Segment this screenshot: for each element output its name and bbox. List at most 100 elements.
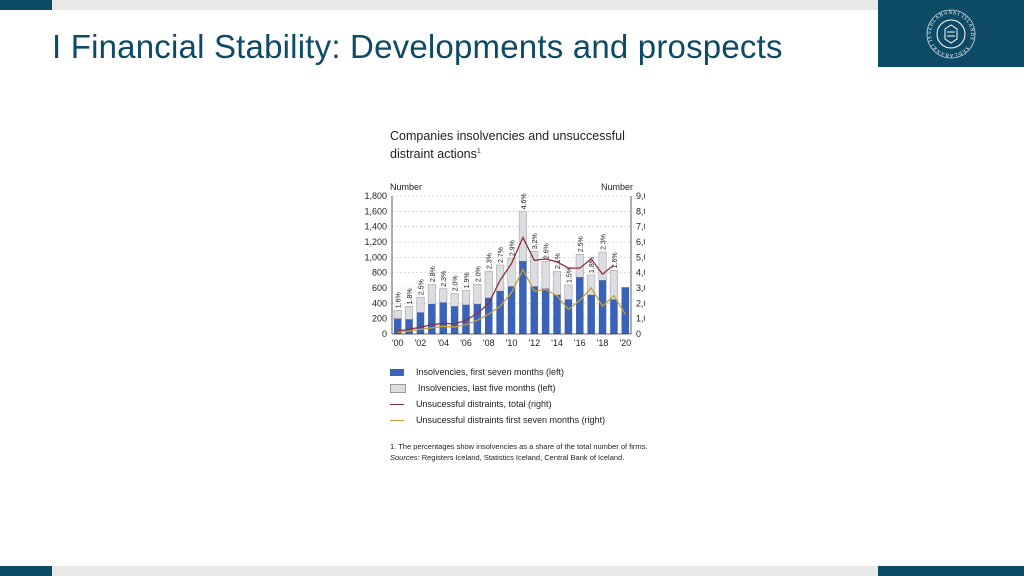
bar-last-five-months bbox=[553, 270, 562, 296]
x-tick-label: '02 bbox=[415, 338, 427, 348]
chart-title: Companies insolvencies and unsuccessful … bbox=[390, 128, 640, 162]
x-tick-label: '00 bbox=[392, 338, 404, 348]
legend-swatch bbox=[390, 403, 404, 405]
y-left-tick-label: 1,000 bbox=[364, 252, 387, 262]
bar-first-seven-months bbox=[564, 299, 573, 334]
bar-first-seven-months bbox=[416, 312, 425, 334]
y-right-tick-label: 2,000 bbox=[636, 298, 645, 308]
bar-percentage-label: 2.5% bbox=[418, 279, 425, 295]
bar-percentage-label: 1.6% bbox=[396, 292, 403, 308]
sources-label: Sources: bbox=[390, 453, 420, 462]
bar-percentage-label: 4.6% bbox=[521, 193, 528, 209]
bar-last-five-months bbox=[541, 260, 550, 290]
y-left-tick-label: 0 bbox=[382, 329, 387, 339]
y-right-tick-label: 4,000 bbox=[636, 268, 645, 278]
y-right-tick-label: 3,000 bbox=[636, 283, 645, 293]
legend-swatch bbox=[390, 419, 404, 421]
y-left-tick-label: 200 bbox=[372, 314, 387, 324]
y-right-tick-label: 9,000 bbox=[636, 191, 645, 201]
bar-first-seven-months bbox=[393, 318, 402, 334]
line-distraints-first-seven bbox=[397, 268, 626, 334]
y-left-tick-label: 1,200 bbox=[364, 237, 387, 247]
legend-swatch bbox=[390, 383, 406, 393]
bar-first-seven-months bbox=[621, 287, 630, 334]
bar-first-seven-months bbox=[462, 304, 470, 334]
bar-first-seven-months bbox=[507, 286, 516, 334]
bar-last-five-months bbox=[393, 309, 402, 319]
bar-percentage-label: 1.8% bbox=[589, 257, 596, 273]
top-band bbox=[0, 0, 1024, 10]
bar-percentage-label: 2.8% bbox=[430, 266, 437, 282]
bar-first-seven-months bbox=[405, 319, 413, 334]
chart-footnote: 1. The percentages show insolvencies as … bbox=[390, 441, 690, 463]
y-left-tick-label: 600 bbox=[372, 283, 387, 293]
bar-percentage-label: 2.3% bbox=[487, 253, 494, 269]
bar-percentage-label: 2.3% bbox=[601, 234, 608, 250]
bar-first-seven-months bbox=[576, 277, 584, 334]
insolvency-chart: 1,800 1,600 1,400 1,200 1,000 800 600 400 200 0 9,… bbox=[364, 182, 645, 348]
y-right-tick-label: 8,000 bbox=[636, 206, 645, 216]
legend-item-distraints-seven: Unsucessful distraints first seven month… bbox=[390, 412, 605, 428]
bar-percentage-label: 2.6% bbox=[544, 243, 551, 259]
slide-title: I Financial Stability: Developments and … bbox=[52, 28, 783, 65]
footnote-sources: Sources: Registers Iceland, Statistics I… bbox=[390, 452, 690, 463]
seal-logo: SEÐLABANKI ÍSLANDS · SEÐLABANKI ÍSLANDS bbox=[925, 8, 976, 58]
bar-first-seven-months bbox=[450, 306, 459, 334]
y-left-tick-label: 1,800 bbox=[364, 191, 387, 201]
legend-swatch bbox=[390, 368, 404, 376]
bar-first-seven-months bbox=[473, 304, 482, 334]
sources-text: Registers Iceland, Statistics Iceland, C… bbox=[421, 453, 625, 462]
x-tick-label: '20 bbox=[619, 338, 631, 348]
y-right-axis-label: Number bbox=[601, 182, 633, 192]
y-right-tick-label: 0 bbox=[636, 329, 641, 339]
bar-percentage-label: 2.9% bbox=[510, 240, 517, 256]
y-left-tick-label: 800 bbox=[372, 268, 387, 278]
legend-label: Insolvencies, last five months (left) bbox=[418, 383, 556, 393]
y-right-tick-label: 5,000 bbox=[636, 252, 645, 262]
bar-percentage-label: 2.0% bbox=[453, 275, 460, 291]
y-left-tick-label: 400 bbox=[372, 298, 387, 308]
y-right-tick-label: 6,000 bbox=[636, 237, 645, 247]
legend-item-last-five: Insolvencies, last five months (left) bbox=[390, 380, 605, 396]
bar-last-five-months bbox=[598, 251, 607, 281]
bar-first-seven-months bbox=[519, 261, 527, 334]
bar-last-five-months bbox=[473, 283, 482, 305]
bar-last-five-months bbox=[564, 284, 573, 300]
bar-first-seven-months bbox=[541, 288, 550, 334]
top-accent-bar bbox=[0, 0, 52, 10]
bar-first-seven-months bbox=[496, 291, 504, 334]
x-tick-label: '14 bbox=[551, 338, 563, 348]
bar-last-five-months bbox=[484, 270, 493, 299]
bar-last-five-months bbox=[530, 250, 539, 287]
bar-percentage-label: 1.6% bbox=[612, 252, 619, 268]
x-tick-label: '04 bbox=[437, 338, 449, 348]
logo-block: SEÐLABANKI ÍSLANDS · SEÐLABANKI ÍSLANDS bbox=[878, 0, 1024, 67]
bar-last-five-months bbox=[405, 306, 414, 320]
legend-label: Insolvencies, first seven months (left) bbox=[416, 367, 565, 377]
bar-percentage-label: 2.0% bbox=[475, 266, 482, 282]
x-tick-label: '10 bbox=[506, 338, 518, 348]
bar-last-five-months bbox=[496, 264, 505, 292]
bar-last-five-months bbox=[461, 290, 470, 306]
x-tick-label: '16 bbox=[574, 338, 586, 348]
chart-title-text: Companies insolvencies and unsuccessful … bbox=[390, 129, 625, 162]
x-tick-label: '12 bbox=[528, 338, 540, 348]
legend-label: Unsucessful distraints, total (right) bbox=[416, 399, 552, 409]
bar-first-seven-months bbox=[484, 297, 493, 334]
x-tick-label: '06 bbox=[460, 338, 472, 348]
footnote-note: 1. The percentages show insolvencies as … bbox=[390, 442, 648, 451]
chart-legend: Insolvencies, first seven months (left) … bbox=[390, 364, 605, 428]
bar-last-five-months bbox=[450, 293, 459, 307]
y-right-tick-label: 1,000 bbox=[636, 314, 645, 324]
bar-percentage-label: 2.3% bbox=[441, 271, 448, 287]
bar-percentage-label: 2.1% bbox=[555, 253, 562, 269]
legend-label: Unsucessful distraints first seven month… bbox=[416, 415, 606, 425]
bottom-band bbox=[0, 566, 1024, 576]
y-right-tick-label: 7,000 bbox=[636, 222, 645, 232]
bar-first-seven-months bbox=[610, 299, 618, 334]
bar-last-five-months bbox=[427, 283, 436, 305]
bar-first-seven-months bbox=[553, 294, 561, 334]
line-distraints-total bbox=[397, 235, 615, 332]
y-left-tick-label: 1,400 bbox=[364, 222, 387, 232]
bar-percentage-label: 1.9% bbox=[464, 272, 471, 288]
